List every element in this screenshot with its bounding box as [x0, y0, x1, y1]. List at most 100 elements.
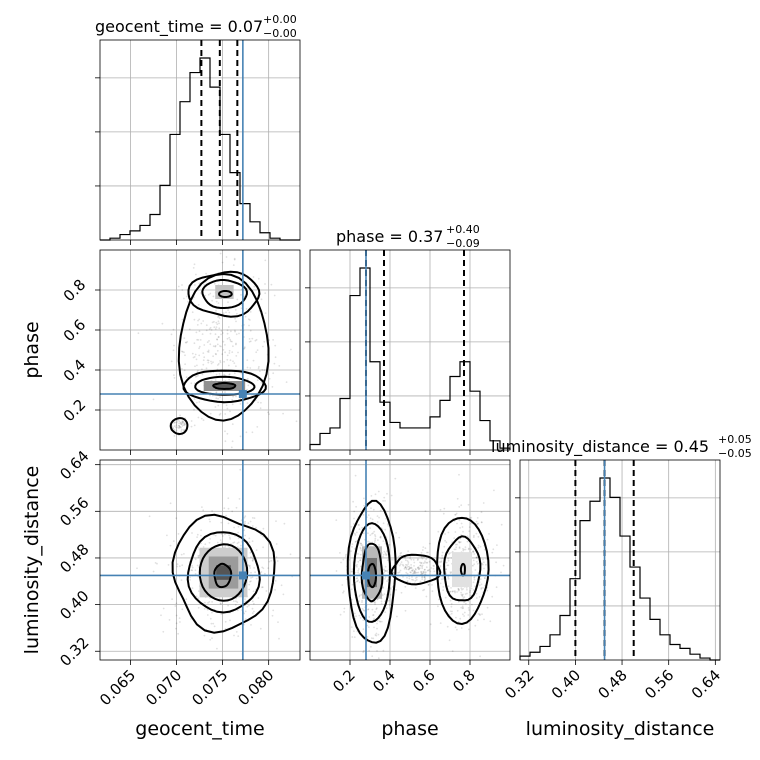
pair-geocent-time-phase-sample-point [228, 374, 231, 376]
pair-geocent-time-phase-sample-point [216, 323, 219, 326]
pair-geocent-time-phase-frame [99, 249, 301, 451]
pair-geocent-time-phase-sample-point [221, 353, 224, 355]
pair-phase-luminosity-distance-sample-point [405, 571, 408, 574]
pair-phase-luminosity-distance-sample-point [441, 557, 444, 560]
pair-phase-luminosity-distance-sample-point [445, 572, 447, 575]
pair-geocent-time-phase-sample-point [228, 352, 231, 354]
pair-phase-luminosity-distance-sample-point [446, 564, 449, 567]
pair-geocent-time-phase-sample-point [215, 397, 218, 400]
pair-geocent-time-phase-sample-point [179, 422, 182, 424]
title-phase-text: phase = 0.37 [336, 227, 443, 246]
pair-phase-luminosity-distance-sample-point [429, 623, 432, 626]
pair-phase-luminosity-distance-sample-point [479, 655, 481, 658]
pair-geocent-time-luminosity-distance-sample-point [248, 565, 251, 568]
pair-geocent-time-phase-sample-point [184, 354, 186, 357]
pair-phase-luminosity-distance-sample-point [422, 570, 425, 573]
pair-phase-luminosity-distance-sample-point [449, 590, 451, 593]
pair-phase-luminosity-distance-sample-point [433, 570, 436, 573]
pair-phase-luminosity-distance-sample-point [400, 591, 403, 594]
pair-geocent-time-luminosity-distance-sample-point [253, 517, 256, 519]
pair-phase-luminosity-distance-sample-point [495, 586, 498, 589]
pair-phase-luminosity-distance-sample-point [372, 614, 374, 617]
pair-phase-luminosity-distance-sample-point [484, 577, 486, 579]
pair-phase-luminosity-distance-sample-point [439, 582, 442, 585]
pair-geocent-time-phase-sample-point [226, 329, 229, 332]
pair-phase-luminosity-distance-sample-point [411, 569, 413, 572]
pair-geocent-time-luminosity-distance-sample-point [196, 536, 199, 538]
pair-phase-luminosity-distance-sample-point [357, 579, 359, 581]
pair-geocent-time-phase-sample-point [236, 312, 238, 315]
pair-phase-luminosity-distance-sample-point [373, 530, 376, 533]
pair-phase-luminosity-distance-sample-point [383, 568, 385, 571]
pair-geocent-time-phase-sample-point [219, 345, 221, 347]
pair-phase-luminosity-distance-sample-point [447, 577, 450, 580]
pair-phase-luminosity-distance-sample-point [362, 628, 365, 631]
pair-phase-luminosity-distance-sample-point [421, 576, 423, 579]
pair-geocent-time-phase-sample-point [248, 324, 250, 327]
pair-geocent-time-luminosity-distance-sample-point [207, 602, 209, 604]
pair-geocent-time-phase-sample-point [184, 363, 187, 366]
pair-phase-luminosity-distance-sample-point [445, 561, 448, 564]
pair-geocent-time-luminosity-distance-sample-point [209, 597, 211, 599]
pair-phase-luminosity-distance-sample-point [342, 558, 345, 561]
pair-geocent-time-phase-sample-point [257, 367, 260, 370]
pair-phase-luminosity-distance-sample-point [339, 552, 341, 554]
pair-geocent-time-phase-sample-point [254, 339, 257, 342]
pair-geocent-time-phase-sample-point [249, 311, 252, 313]
pair-phase-luminosity-distance-sample-point [354, 541, 357, 543]
pair-phase-luminosity-distance-sample-point [370, 645, 372, 648]
pair-geocent-time-luminosity-distance-sample-point [208, 541, 211, 544]
pair-phase-luminosity-distance-sample-point [402, 576, 404, 578]
pair-geocent-time-luminosity-distance-sample-point [232, 600, 235, 603]
pair-phase-luminosity-distance-sample-point [366, 636, 369, 638]
pair-geocent-time-phase-sample-point [257, 401, 259, 404]
pair-phase-luminosity-distance-sample-point [489, 620, 492, 623]
pair-phase-luminosity-distance-sample-point [422, 589, 424, 592]
pair-phase-luminosity-distance-sample-point [482, 561, 485, 564]
pair-geocent-time-phase-sample-point [181, 284, 183, 286]
pair-geocent-time-phase-sample-point [181, 350, 184, 353]
pair-phase-luminosity-distance-sample-point [469, 591, 471, 594]
pair-geocent-time-phase-sample-point [195, 358, 198, 361]
pair-geocent-time-phase-sample-point [183, 369, 186, 372]
pair-geocent-time-luminosity-distance-sample-point [228, 536, 231, 539]
pair-geocent-time-phase-sample-point [173, 344, 175, 347]
pair-phase-luminosity-distance-contour-2 [436, 516, 490, 626]
pair-phase-luminosity-distance-sample-point [456, 609, 459, 612]
pair-phase-luminosity-distance-sample-point [367, 626, 370, 628]
pair-phase-luminosity-distance-sample-point [396, 615, 398, 618]
pair-geocent-time-luminosity-distance-sample-point [244, 610, 247, 613]
pair-phase-luminosity-distance-sample-point [464, 593, 467, 595]
pair-geocent-time-phase-sample-point [231, 423, 234, 425]
pair-geocent-time-phase-sample-point [239, 274, 242, 277]
pair-geocent-time-phase-sample-point [214, 379, 217, 381]
pair-geocent-time-luminosity-distance-sample-point [154, 562, 157, 564]
pair-geocent-time-luminosity-distance-sample-point [289, 553, 292, 556]
pair-geocent-time-phase-sample-point [195, 401, 198, 404]
pair-geocent-time-phase-sample-point [243, 346, 246, 349]
pair-geocent-time-phase-sample-point [234, 309, 237, 311]
pair-geocent-time-luminosity-distance-sample-point [251, 559, 254, 562]
pair-phase-luminosity-distance-sample-point [368, 649, 371, 652]
pair-geocent-time-phase-sample-point [249, 319, 251, 321]
pair-geocent-time-phase-sample-point [212, 345, 215, 348]
pair-phase-luminosity-distance-sample-point [423, 588, 426, 591]
pair-phase-luminosity-distance-sample-point [425, 595, 428, 598]
pair-phase-luminosity-distance-sample-point [477, 544, 480, 547]
pair-geocent-time-luminosity-distance-sample-point [252, 558, 254, 560]
pair-geocent-time-luminosity-distance-sample-point [224, 620, 227, 623]
xlabel-geocent-time: geocent_time [135, 718, 264, 740]
pair-phase-luminosity-distance-sample-point [451, 610, 453, 613]
pair-geocent-time-luminosity-distance-sample-point [261, 586, 263, 589]
pair-phase-luminosity-distance-sample-point [451, 590, 454, 593]
pair-phase-luminosity-distance-sample-point [361, 544, 364, 546]
pair-phase-luminosity-distance-sample-point [382, 540, 385, 542]
pair-phase-luminosity-distance-sample-point [467, 600, 470, 603]
pair-geocent-time-phase-sample-point [198, 401, 201, 403]
pair-geocent-time-phase-sample-point [224, 413, 227, 415]
pair-geocent-time-luminosity-distance-sample-point [251, 612, 254, 614]
pair-phase-luminosity-distance-sample-point [376, 521, 379, 523]
pair-geocent-time-luminosity-distance-sample-point [191, 569, 194, 572]
pair-geocent-time-phase-sample-point [251, 337, 254, 340]
pair-geocent-time-phase-sample-point [264, 292, 267, 295]
